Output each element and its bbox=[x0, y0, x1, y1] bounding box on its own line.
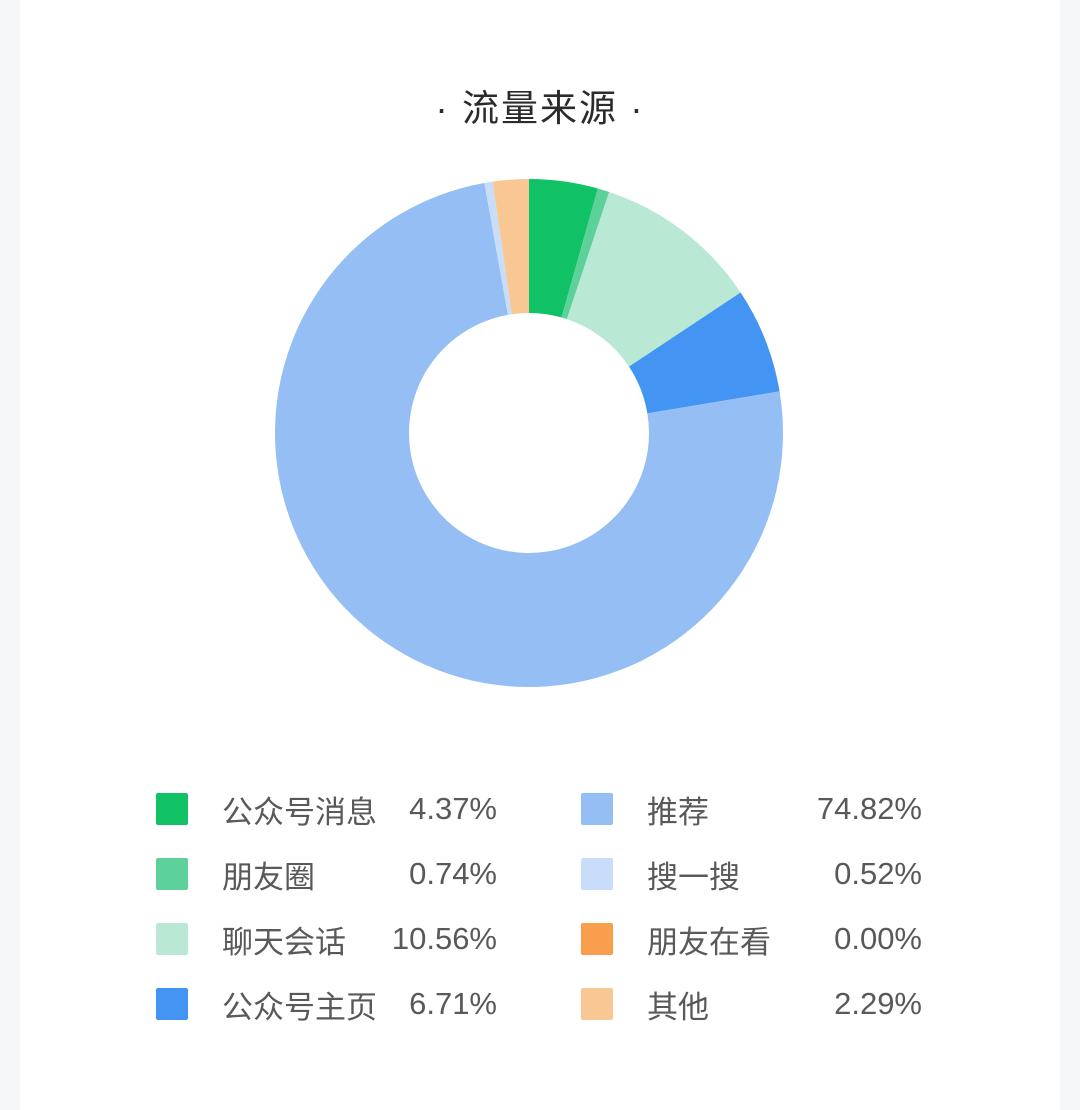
donut-slice[interactable] bbox=[628, 292, 780, 414]
donut-slice[interactable] bbox=[484, 181, 512, 315]
legend-swatch bbox=[581, 923, 613, 955]
legend-label: 推荐 bbox=[647, 794, 709, 830]
legend-label: 公众号主页 bbox=[222, 989, 377, 1025]
donut-slice[interactable] bbox=[566, 191, 741, 367]
legend-column-right: 推荐 74.82% 搜一搜 0.52% 朋友在看 0.00% 其他 2.29% bbox=[581, 791, 922, 1053]
legend-label: 朋友圈 bbox=[222, 859, 315, 895]
page-margin-right bbox=[1060, 0, 1080, 1110]
legend-swatch bbox=[156, 793, 188, 825]
donut-slice[interactable] bbox=[275, 182, 784, 688]
legend-value: 6.71% bbox=[409, 986, 497, 1021]
legend-label: 其他 bbox=[647, 989, 709, 1025]
legend-label: 公众号消息 bbox=[222, 794, 377, 830]
donut-chart bbox=[269, 173, 789, 693]
page-margin-left bbox=[0, 0, 20, 1110]
legend-label: 搜一搜 bbox=[647, 859, 740, 895]
legend-swatch bbox=[581, 793, 613, 825]
legend-item[interactable]: 聊天会话 10.56% bbox=[156, 921, 497, 960]
legend-item[interactable]: 搜一搜 0.52% bbox=[581, 856, 922, 895]
legend-item[interactable]: 公众号消息 4.37% bbox=[156, 791, 497, 830]
donut-slice[interactable] bbox=[529, 179, 598, 318]
legend-value: 0.52% bbox=[834, 856, 922, 891]
legend-item[interactable]: 推荐 74.82% bbox=[581, 791, 922, 830]
legend-swatch bbox=[156, 988, 188, 1020]
legend-value: 0.74% bbox=[409, 856, 497, 891]
legend-item[interactable]: 朋友在看 0.00% bbox=[581, 921, 922, 960]
legend-value: 2.29% bbox=[834, 986, 922, 1021]
legend-swatch bbox=[581, 858, 613, 890]
legend-item[interactable]: 朋友圈 0.74% bbox=[156, 856, 497, 895]
chart-title: · 流量来源 · bbox=[435, 88, 645, 129]
legend-item[interactable]: 其他 2.29% bbox=[581, 986, 922, 1025]
legend-value: 74.82% bbox=[816, 791, 922, 826]
legend-swatch bbox=[581, 988, 613, 1020]
legend-label: 朋友在看 bbox=[647, 924, 771, 960]
legend-column-left: 公众号消息 4.37% 朋友圈 0.74% 聊天会话 10.56% 公众号主页 … bbox=[156, 791, 497, 1053]
legend-label: 聊天会话 bbox=[222, 924, 346, 960]
legend-value: 10.56% bbox=[391, 921, 497, 956]
legend-swatch bbox=[156, 858, 188, 890]
legend-item[interactable]: 公众号主页 6.71% bbox=[156, 986, 497, 1025]
legend-swatch bbox=[156, 923, 188, 955]
donut-slice[interactable] bbox=[561, 188, 610, 320]
legend-value: 0.00% bbox=[834, 921, 922, 956]
donut-slice[interactable] bbox=[492, 179, 529, 315]
legend-value: 4.37% bbox=[409, 791, 497, 826]
donut-chart-svg bbox=[275, 179, 784, 688]
